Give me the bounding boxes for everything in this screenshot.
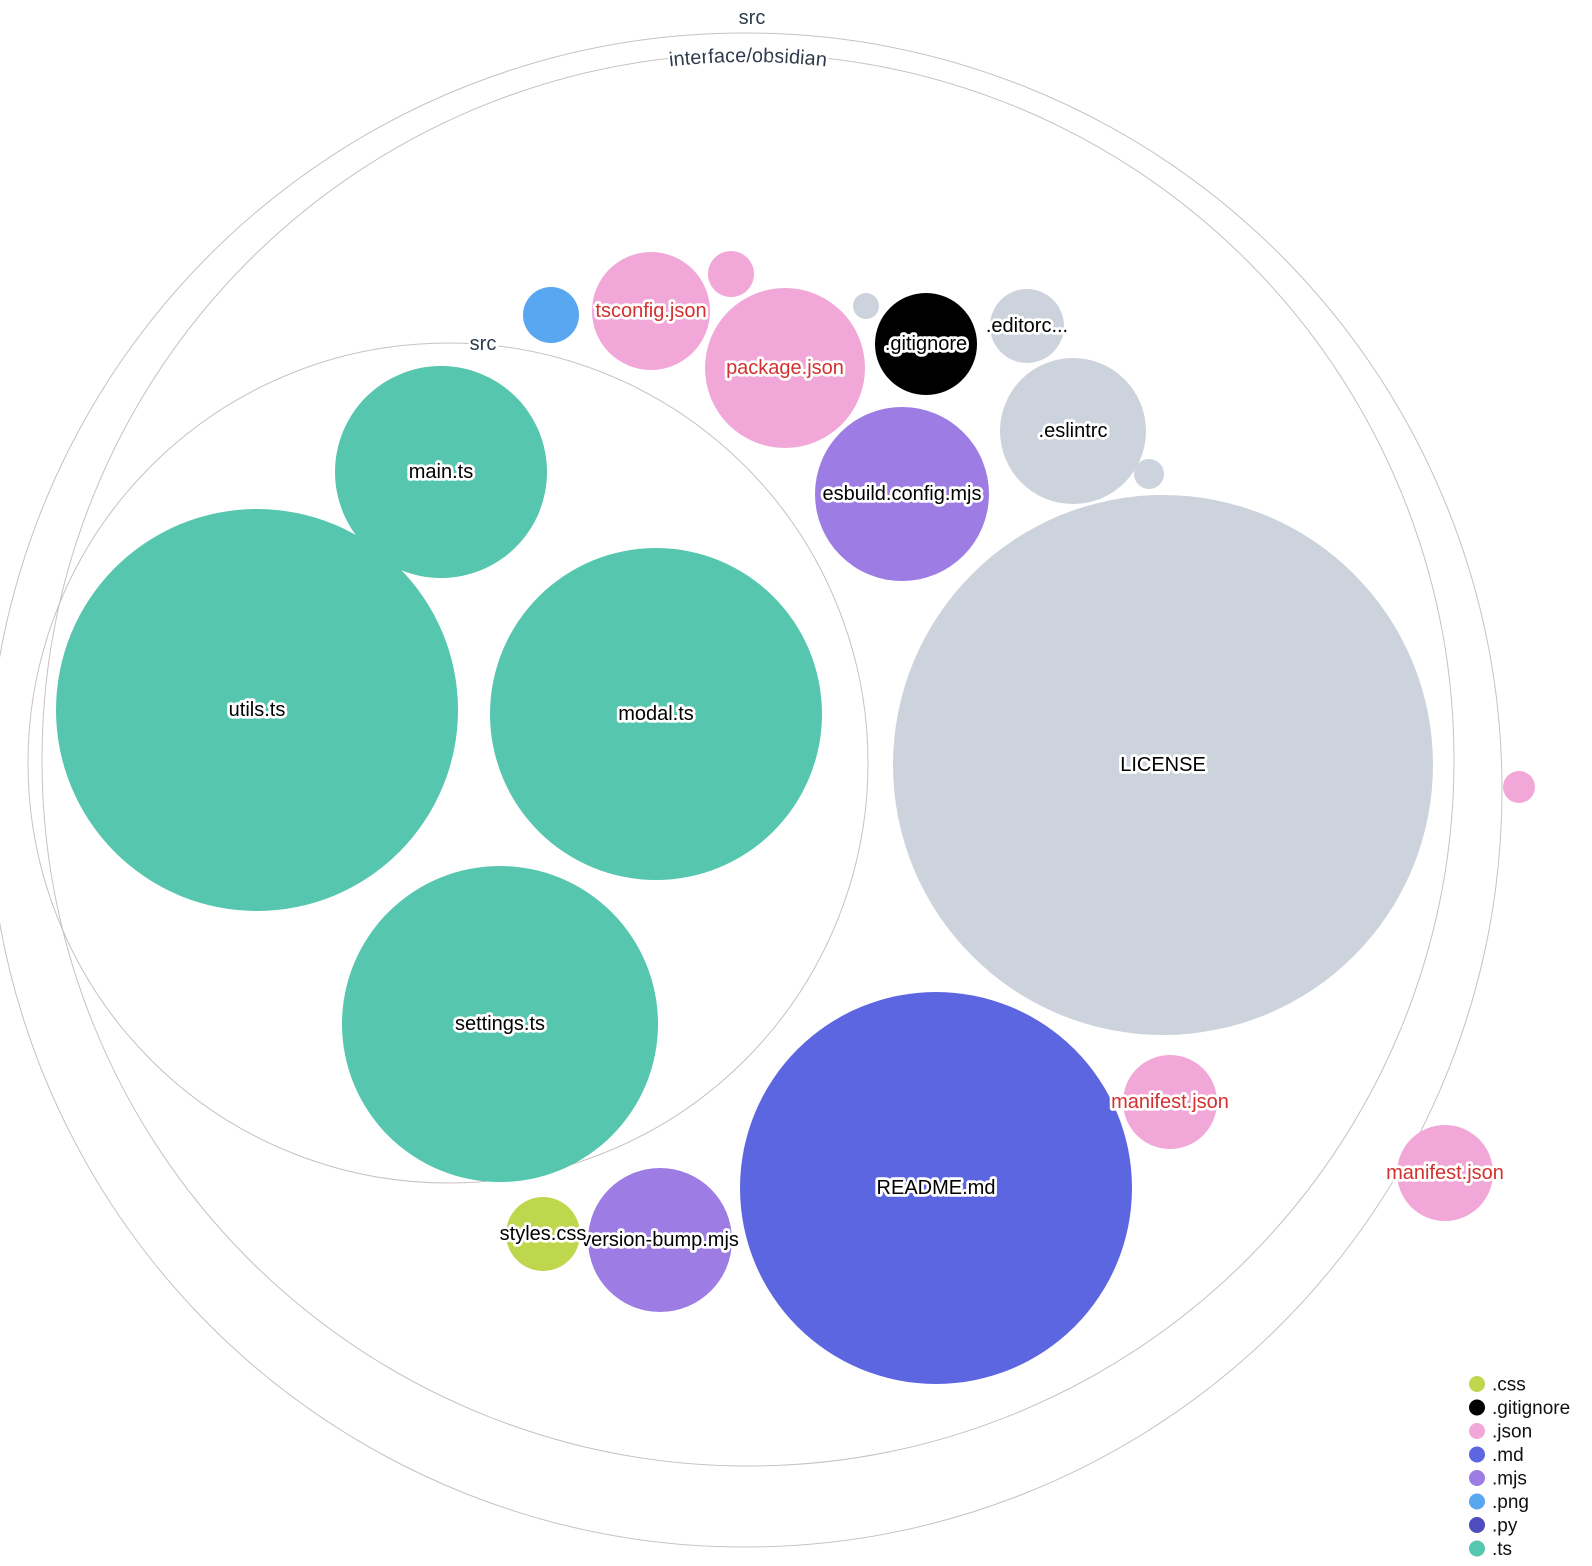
legend-label-json: .json [1492, 1422, 1532, 1443]
file-label-.gitignore: .gitignore [885, 333, 967, 355]
interface-obsidian-label-arc [484, 62, 1013, 113]
file-circle-unlabeled-png-0[interactable] [523, 287, 579, 343]
file-circle-settings.ts[interactable] [342, 866, 658, 1182]
file-circle-.eslintrc[interactable] [1000, 358, 1146, 504]
file-label-manifest.json: manifest.json [1111, 1091, 1229, 1113]
folder-label-src-inner: src [470, 333, 497, 355]
file-circle-unlabeled-other-8[interactable] [1134, 459, 1164, 489]
file-circle-tsconfig.json[interactable] [592, 252, 710, 370]
file-label-styles.css: styles.css [500, 1223, 587, 1245]
legend-swatch-png-icon [1469, 1493, 1485, 1510]
legend-label-gitignore: .gitignore [1492, 1398, 1570, 1419]
file-circle-styles.css[interactable] [506, 1197, 580, 1271]
file-label-main.ts: main.ts [409, 461, 473, 483]
folder-circle-interface-obsidian[interactable] [41, 53, 1455, 1467]
file-circle-unlabeled-other-4[interactable] [853, 293, 879, 319]
legend-label-png: .png [1492, 1492, 1529, 1513]
file-label-.eslintrc: .eslintrc [1039, 420, 1108, 442]
legend-label-css: .css [1492, 1375, 1526, 1396]
legend-swatch-py-icon [1469, 1517, 1485, 1533]
legend-item-ts: .ts [1469, 1539, 1512, 1560]
folder-label-src-root: src [739, 7, 766, 29]
file-circle-unlabeled-json-20[interactable] [1503, 771, 1535, 803]
file-label-package.json: package.json [726, 357, 844, 379]
legend-swatch-mjs-icon [1469, 1470, 1485, 1486]
legend-item-py: .py [1469, 1516, 1518, 1537]
extension-legend: .css.gitignore .json.md .mjs.png .py.ts [1469, 1375, 1570, 1560]
file-circle-manifest.json[interactable] [1123, 1055, 1217, 1149]
legend-item-json: .json [1469, 1422, 1532, 1443]
file-circle-manifest.json[interactable] [1397, 1125, 1493, 1221]
legend-label-py: .py [1492, 1516, 1518, 1537]
file-circle-.gitignore[interactable] [875, 293, 977, 395]
file-circle-esbuild.config.mjs[interactable] [815, 407, 989, 581]
file-label-version-bump.mjs: version-bump.mjs [581, 1229, 739, 1251]
legend-item-png: .png [1469, 1492, 1529, 1513]
file-circle-LICENSE[interactable] [893, 495, 1433, 1035]
folder-circle-src-inner[interactable] [27, 342, 869, 1184]
file-label-modal.ts: modal.ts [618, 703, 694, 725]
legend-swatch-md-icon [1469, 1446, 1485, 1463]
file-circle-package.json[interactable] [705, 288, 865, 448]
file-label-settings.ts: settings.ts [455, 1013, 545, 1035]
folder-label-interface-obsidian: interface/obsidian [668, 45, 828, 71]
file-circle-main.ts[interactable] [335, 366, 547, 578]
legend-swatch-ts-icon [1469, 1540, 1485, 1557]
file-label-utils.ts: utils.ts [229, 699, 286, 721]
file-labels-layer: tsconfig.json package.json .gitignore .edit… [226, 297, 1507, 1254]
file-label-README.md: README.md [877, 1177, 996, 1199]
file-circle-modal.ts[interactable] [490, 548, 822, 880]
file-label-manifest.json: manifest.json [1386, 1162, 1504, 1184]
legend-item-mjs: .mjs [1469, 1469, 1527, 1490]
legend-swatch-gitignore-icon [1469, 1399, 1485, 1416]
legend-label-ts: .ts [1492, 1539, 1512, 1560]
circles-layer [0, 32, 1535, 1548]
legend-item-gitignore: .gitignore [1469, 1398, 1570, 1419]
file-label-esbuild.config.mjs: esbuild.config.mjs [823, 483, 982, 505]
legend-label-md: .md [1492, 1445, 1524, 1466]
file-label-LICENSE: LICENSE [1120, 754, 1206, 776]
file-circle-version-bump.mjs[interactable] [588, 1168, 732, 1312]
file-label-tsconfig.json: tsconfig.json [595, 300, 706, 322]
legend-item-md: .md [1469, 1445, 1524, 1466]
file-circle-utils.ts[interactable] [56, 509, 458, 911]
legend-item-css: .css [1469, 1375, 1526, 1396]
file-circle-unlabeled-json-2[interactable] [708, 251, 754, 297]
legend-swatch-css-icon [1469, 1376, 1485, 1392]
legend-swatch-json-icon [1469, 1423, 1485, 1439]
file-circle-README.md[interactable] [740, 992, 1132, 1384]
folder-labels-layer: src interface/obsidian src [467, 5, 1013, 358]
folder-circle-src-root[interactable] [0, 32, 1503, 1548]
file-label-.editorc...: .editorc... [986, 315, 1068, 337]
legend-label-mjs: .mjs [1492, 1469, 1527, 1490]
file-circle-.editorc...[interactable] [990, 289, 1064, 363]
